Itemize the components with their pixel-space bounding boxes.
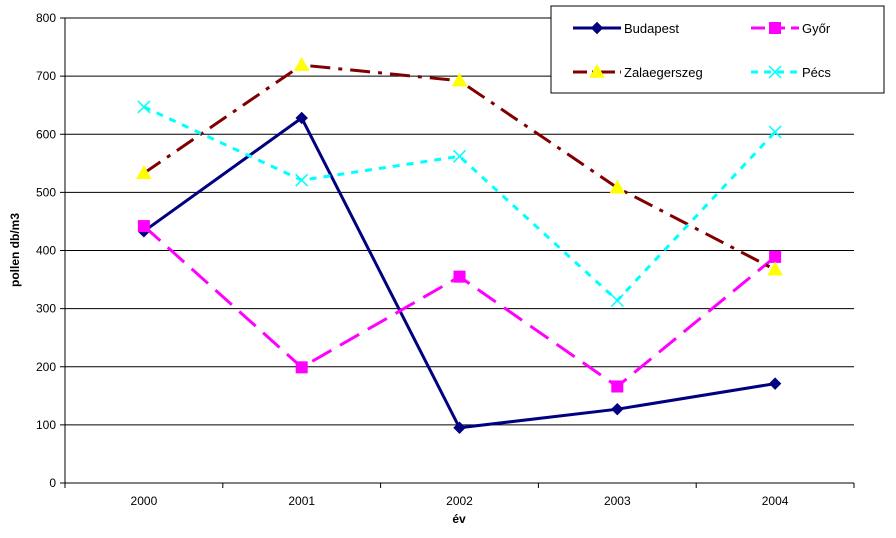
data-point — [453, 270, 466, 283]
y-tick-label: 400 — [36, 244, 56, 258]
legend-label: Budapest — [624, 21, 679, 36]
legend-marker — [589, 63, 605, 78]
y-tick-label: 100 — [36, 418, 56, 432]
data-point — [137, 100, 151, 114]
series-gy-r — [137, 220, 782, 393]
data-point — [293, 57, 310, 71]
legend: Budapest Győr Zalaegerszeg Pécs — [550, 5, 885, 94]
x-axis-ticks: 2000 2001 2002 2003 2004 — [64, 483, 855, 508]
x-tick-label: 2003 — [604, 494, 631, 508]
y-tick-label: 800 — [36, 11, 56, 25]
legend-marker — [768, 65, 782, 79]
y-axis-ticks: 0 100 200 300 400 500 600 700 800 — [36, 11, 65, 490]
series-line-zalaegerszeg — [143, 63, 776, 272]
x-tick-label: 2004 — [762, 494, 789, 508]
data-point — [451, 72, 468, 87]
legend-label: Zalaegerszeg — [624, 65, 703, 80]
series-p-cs — [137, 100, 782, 308]
data-point — [610, 293, 624, 308]
y-tick-label: 500 — [36, 185, 56, 199]
legend-marker — [590, 21, 604, 35]
y-tick-label: 0 — [49, 476, 56, 490]
data-point — [452, 149, 467, 163]
y-tick-label: 700 — [36, 69, 56, 83]
data-point — [453, 421, 466, 434]
data-point — [768, 125, 782, 139]
legend-box — [550, 5, 885, 94]
data-point — [295, 111, 308, 125]
legend-label: Pécs — [802, 65, 831, 80]
data-point — [611, 380, 624, 393]
series-line-p-cs — [143, 105, 777, 302]
x-tick-label: 2002 — [446, 494, 473, 508]
legend-item-gy-r: Győr — [751, 21, 831, 36]
data-point — [137, 220, 150, 233]
legend-item-p-cs: Pécs — [751, 65, 831, 80]
x-axis-title: év — [452, 512, 466, 526]
y-tick-label: 200 — [36, 360, 56, 374]
data-point — [768, 377, 782, 390]
legend-label: Győr — [802, 21, 831, 36]
data-point — [767, 261, 783, 276]
series-layer — [136, 57, 783, 434]
data-point — [611, 402, 624, 416]
y-tick-label: 600 — [36, 127, 56, 141]
legend-item-budapest: Budapest — [573, 21, 679, 36]
series-zalaegerszeg — [136, 57, 783, 276]
data-point — [136, 165, 152, 179]
data-point — [295, 173, 309, 187]
x-tick-label: 2000 — [131, 494, 158, 508]
legend-item-zalaegerszeg: Zalaegerszeg — [573, 63, 703, 80]
data-point — [609, 179, 626, 194]
y-axis-title: pollen db/m3 — [8, 213, 22, 287]
data-point — [295, 361, 308, 374]
y-tick-label: 300 — [36, 302, 56, 316]
legend-marker — [769, 22, 781, 34]
data-point — [769, 250, 782, 263]
x-tick-label: 2001 — [288, 494, 315, 508]
